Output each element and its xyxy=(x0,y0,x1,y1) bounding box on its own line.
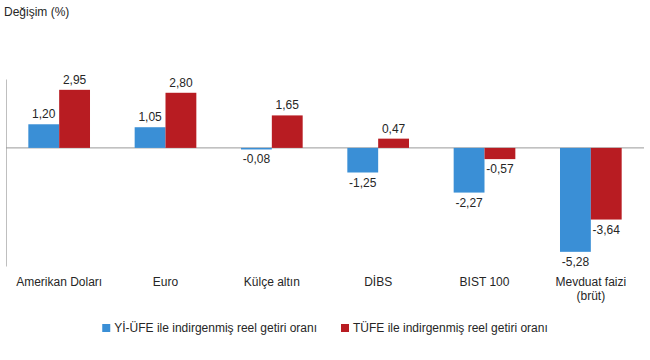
y-axis-title: Değişim (%) xyxy=(4,5,69,19)
bar xyxy=(272,115,303,147)
bar xyxy=(347,148,378,173)
y-axis-line xyxy=(6,80,7,267)
chart-svg: 1,20 1,05 -0,08 -1,25 -2,27 -5,28 2,95 2,80 1,65… xyxy=(0,0,650,360)
bar xyxy=(485,148,516,159)
bar xyxy=(560,148,591,252)
y-axis xyxy=(6,80,8,267)
legend-label: TÜFE ile indirgenmiş reel getiri oranı xyxy=(353,321,548,335)
data-label: 1,05 xyxy=(138,110,162,124)
legend: Yİ-ÜFE ile indirgenmiş reel getiri oranı… xyxy=(102,321,548,335)
x-tick-label: Mevduat faizi(brüt) xyxy=(555,275,626,303)
x-axis-labels: Amerikan Doları Euro Külçe altın DİBS BIST 1… xyxy=(16,275,626,303)
bar xyxy=(591,148,622,220)
data-labels: 1,20 1,05 -0,08 -1,25 -2,27 -5,28 2,95 2,80 1,65… xyxy=(32,73,620,269)
legend-item: TÜFE ile indirgenmiş reel getiri oranı xyxy=(341,321,548,335)
bar xyxy=(241,148,272,150)
bar xyxy=(59,90,90,148)
legend-swatch xyxy=(102,324,110,332)
legend-swatch xyxy=(341,324,349,332)
bars xyxy=(28,90,621,252)
tick-lines xyxy=(6,147,644,148)
data-label: 0,47 xyxy=(382,122,406,136)
legend-label: Yİ-ÜFE ile indirgenmiş reel getiri oranı xyxy=(114,321,317,335)
x-tick-label: Külçe altın xyxy=(244,275,300,289)
bar xyxy=(454,148,485,193)
legend-item: Yİ-ÜFE ile indirgenmiş reel getiri oranı xyxy=(102,321,317,335)
baseline xyxy=(6,147,644,148)
data-label: 1,20 xyxy=(32,107,56,121)
x-tick-label: DİBS xyxy=(364,275,392,289)
bar xyxy=(28,124,59,148)
bar xyxy=(378,139,409,148)
bar xyxy=(166,93,197,148)
data-label: -2,27 xyxy=(455,196,483,210)
data-label: 2,80 xyxy=(169,76,193,90)
data-label: -0,57 xyxy=(486,162,514,176)
x-tick-label: Amerikan Doları xyxy=(16,275,102,289)
data-label: 1,65 xyxy=(276,98,300,112)
plot-area: 1,20 1,05 -0,08 -1,25 -2,27 -5,28 2,95 2,80 1,65… xyxy=(6,73,644,303)
bar xyxy=(135,127,166,148)
data-label: -5,28 xyxy=(562,255,590,269)
chart-container: 1,20 1,05 -0,08 -1,25 -2,27 -5,28 2,95 2,80 1,65… xyxy=(0,0,650,360)
data-label: -0,08 xyxy=(243,152,271,166)
data-label: -3,64 xyxy=(593,223,621,237)
x-tick-label: BIST 100 xyxy=(460,275,510,289)
data-label: 2,95 xyxy=(63,73,87,87)
x-tick-label: Euro xyxy=(153,275,179,289)
data-label: -1,25 xyxy=(349,176,377,190)
